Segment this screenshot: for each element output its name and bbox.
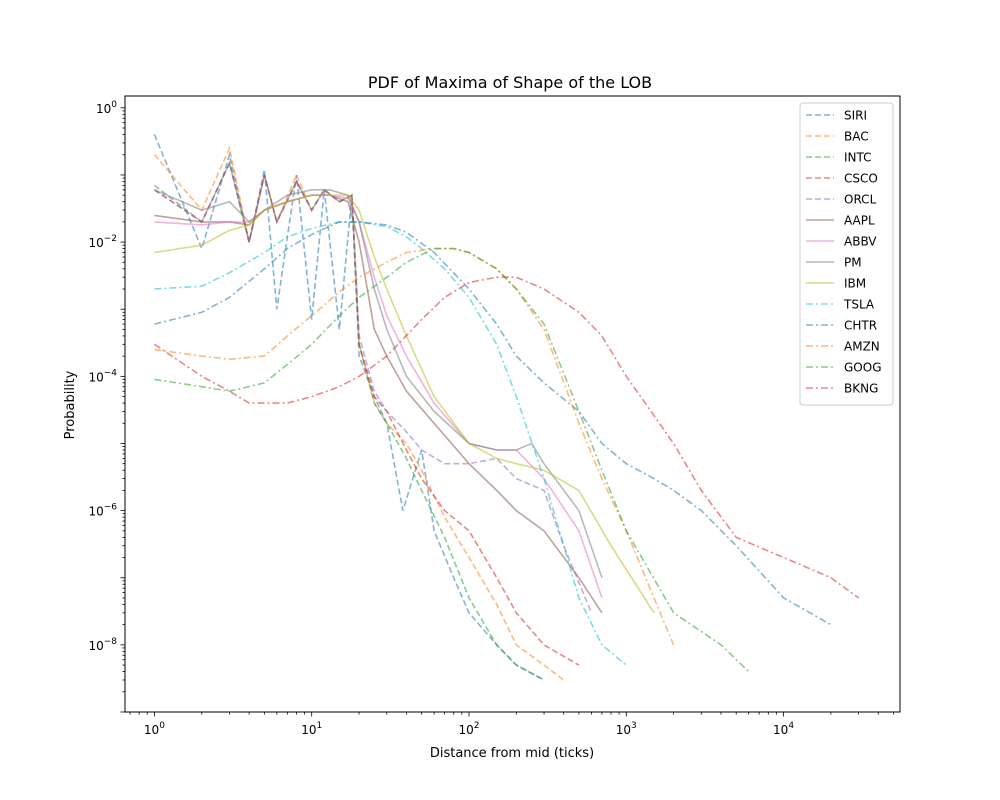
legend-label-goog: GOOG bbox=[844, 361, 882, 375]
series-line-orcl bbox=[153, 160, 593, 614]
x-tick-label: 104 bbox=[773, 721, 794, 737]
plot-background bbox=[125, 96, 900, 712]
x-axis-label: Distance from mid (ticks) bbox=[430, 746, 594, 761]
series-line-bkng bbox=[153, 276, 860, 599]
legend-label-siri: SIRI bbox=[844, 109, 867, 123]
legend-label-csco: CSCO bbox=[844, 172, 878, 186]
y-axis-label: Probability bbox=[63, 370, 78, 439]
series-line-tsla bbox=[154, 221, 627, 666]
legend-label-orcl: ORCL bbox=[844, 193, 877, 207]
legend-label-pm: PM bbox=[844, 256, 862, 270]
series-layer bbox=[153, 134, 860, 681]
y-tick-label: 10−6 bbox=[88, 503, 117, 519]
y-tick-label: 10−2 bbox=[88, 234, 117, 250]
series-line-chtr bbox=[154, 221, 832, 626]
series-line-ibm bbox=[154, 194, 655, 614]
y-axis: 100 10−2 10−4 10−6 10−8 bbox=[88, 100, 125, 713]
x-tick-label: 102 bbox=[458, 721, 479, 737]
legend-label-tsla: TSLA bbox=[843, 298, 875, 312]
legend-label-aapl: AAPL bbox=[844, 214, 875, 228]
legend-label-bac: BAC bbox=[844, 130, 869, 144]
y-tick-label: 10−8 bbox=[88, 637, 117, 653]
x-axis: 100 101 102 103 104 bbox=[129, 712, 894, 737]
legend-label-bkng: BKNG bbox=[844, 382, 878, 396]
series-line-amzn bbox=[154, 247, 675, 646]
legend-label-abbv: ABBV bbox=[844, 235, 877, 249]
plot-area bbox=[124, 95, 901, 713]
plot-frame bbox=[124, 95, 901, 713]
legend-frame bbox=[799, 102, 894, 406]
legend-label-chtr: CHTR bbox=[844, 319, 877, 333]
y-tick-label: 10−4 bbox=[88, 368, 117, 384]
series-line-pm bbox=[154, 189, 603, 578]
y-tick-label: 100 bbox=[96, 100, 117, 116]
series-line-goog bbox=[154, 247, 750, 673]
legend-label-intc: INTC bbox=[844, 151, 872, 165]
legend-label-amzn: AMZN bbox=[844, 340, 880, 354]
legend-label-ibm: IBM bbox=[844, 277, 866, 291]
legend: SIRI BAC INTC CSCO ORCL AAPL ABBV PM IBM TSLA CHTR… bbox=[799, 102, 894, 406]
x-tick-label: 100 bbox=[144, 721, 165, 737]
x-tick-label: 103 bbox=[616, 721, 637, 737]
x-tick-label: 101 bbox=[301, 721, 322, 737]
chart-title: PDF of Maxima of Shape of the LOB bbox=[368, 73, 652, 92]
